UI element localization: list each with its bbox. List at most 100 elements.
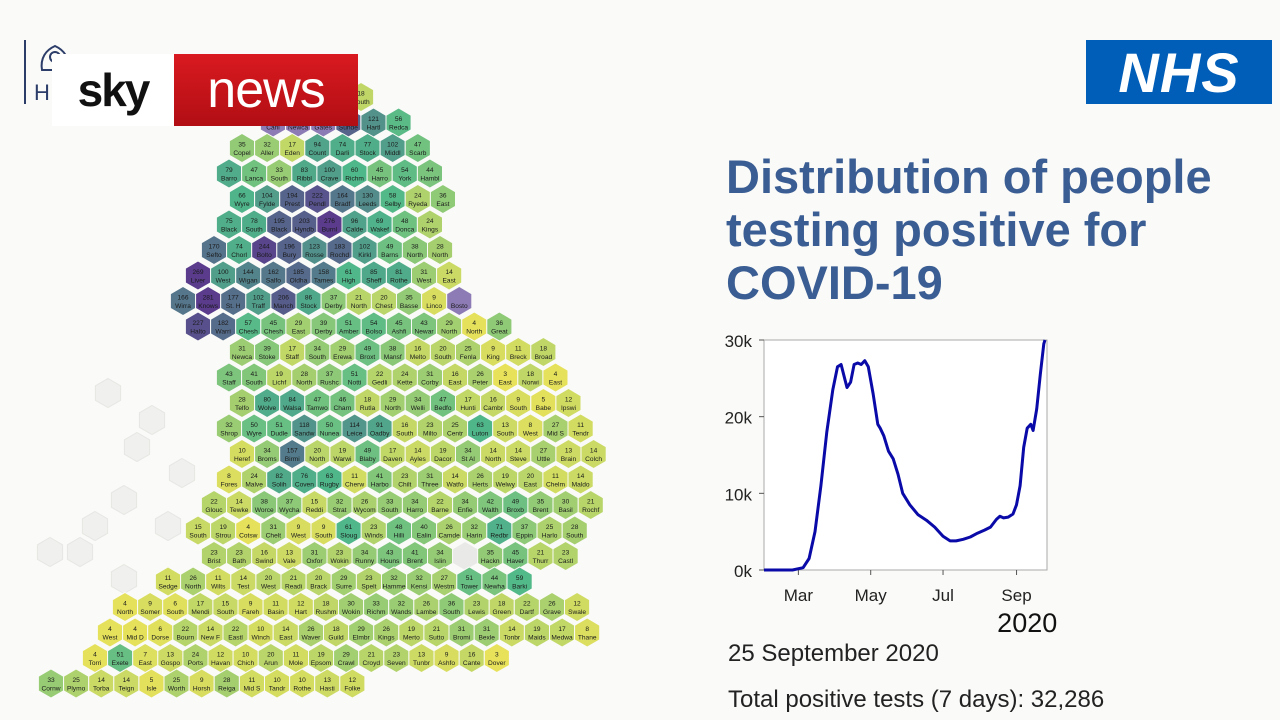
hex-value: 28 <box>436 244 444 251</box>
hex-value: 206 <box>278 295 289 302</box>
hex-area-label: Welwy <box>496 482 516 489</box>
hex-value: 40 <box>420 524 428 531</box>
hex-area-label: North <box>385 405 401 412</box>
hex-cell: 13 South <box>492 413 519 444</box>
hex-value: 24 <box>250 473 258 480</box>
hex-area-label: Cambr <box>483 405 504 412</box>
hex-cell: 51 Dudle <box>266 413 293 444</box>
hex-cell: 40 Ealin <box>411 515 438 546</box>
hex-value: 50 <box>250 422 258 429</box>
hex-cell: 21 Readi <box>280 566 307 597</box>
hex-area-label: Great <box>491 329 508 336</box>
hex-value: 227 <box>192 320 203 327</box>
hex-cell: 162 Salfo <box>260 260 287 291</box>
hex-area-label: West <box>291 533 306 540</box>
hex-shape <box>567 464 594 495</box>
hex-value: 10 <box>273 677 281 684</box>
hex-cell: 26 Herts <box>467 464 494 495</box>
hex-area-label: Grave <box>543 609 561 616</box>
hex-area-label: Uttle <box>537 456 551 463</box>
hex-value: 19 <box>408 626 416 633</box>
hex-area-label: Harlo <box>542 533 558 540</box>
hex-area-label: West <box>216 278 231 285</box>
hex-area-label: Newha <box>484 584 505 591</box>
hex-cell: 14 New F <box>197 617 224 648</box>
hex-area-label: Surre <box>336 584 352 591</box>
hex-value: 21 <box>355 295 363 302</box>
empty-hex <box>123 431 151 463</box>
hex-area-label: Spelt <box>361 584 376 591</box>
hex-area-label: Reiga <box>218 686 236 693</box>
hex-value: 24 <box>401 371 409 378</box>
hex-value: 32 <box>471 524 479 531</box>
hex-value: 36 <box>448 601 456 608</box>
hex-value: 13 <box>324 677 332 684</box>
hex-area-label: Maldo <box>572 482 590 489</box>
hex-value: 9 <box>249 601 253 608</box>
hex-value: 8 <box>227 473 231 480</box>
hex-value: 43 <box>225 371 233 378</box>
hex-area-label: East <box>549 380 562 387</box>
hex-cell: 32 Hamme <box>381 566 408 597</box>
hex-value: 33 <box>372 601 380 608</box>
hex-area-label: Pendl <box>309 201 326 208</box>
hex-area-label: Barro <box>221 176 237 183</box>
hex-value: 31 <box>420 269 428 276</box>
hex-area-label: Wycom <box>354 507 376 514</box>
hex-cell: 31 Corby <box>416 362 443 393</box>
hex-area-label: Houns <box>380 558 400 565</box>
hex-cell: 31 Bromi <box>448 617 475 648</box>
hex-value: 13 <box>167 652 175 659</box>
hex-cell: 32 Harin <box>461 515 488 546</box>
hex-area-label: Hart <box>295 609 308 616</box>
hex-area-label: Basil <box>558 507 573 514</box>
hex-value: 22 <box>376 371 384 378</box>
hex-area-label: South <box>271 176 289 183</box>
hex-area-label: Ipswi <box>561 405 577 412</box>
hex-area-label: South <box>217 609 235 616</box>
hex-area-label: Reddi <box>306 507 324 514</box>
hex-value: 15 <box>311 499 319 506</box>
hex-area-label: Shrop <box>220 431 238 438</box>
empty-hex <box>110 484 138 516</box>
hex-cell: 4 Mid D <box>122 617 149 648</box>
hex-area-label: South <box>510 405 528 412</box>
hex-cell: 28 North <box>291 362 318 393</box>
hex-area-label: Copel <box>233 150 251 157</box>
hex-value: 63 <box>476 422 484 429</box>
hex-area-label: Glouc <box>205 507 223 514</box>
sky-logo-text: sky <box>77 64 151 116</box>
hex-cell: 47 Lanca <box>241 158 268 189</box>
hex-value: 14 <box>123 677 131 684</box>
hex-value: 43 <box>420 320 428 327</box>
hex-area-label: Redca <box>389 125 408 132</box>
hex-cell: 23 Spelt <box>355 566 382 597</box>
hex-area-label: Birmi <box>285 456 301 463</box>
nhs-logo-text: NHS <box>1118 40 1240 104</box>
hex-value: 102 <box>253 295 264 302</box>
hex-cell: 195 Black <box>266 209 293 240</box>
hex-area-label: Rothe <box>293 686 311 693</box>
hex-area-label: Traff <box>252 303 265 310</box>
hex-area-label: Ribbl <box>297 176 313 183</box>
hex-value: 43 <box>386 550 394 557</box>
hex-area-label: Mid S <box>547 431 564 438</box>
hex-value: 281 <box>203 295 214 302</box>
hex-value: 75 <box>225 218 233 225</box>
hex-cell: 5 Isle <box>138 668 165 699</box>
hex-value: 51 <box>276 422 284 429</box>
hex-value: 34 <box>361 550 369 557</box>
hex-cell: 100 West <box>210 260 237 291</box>
hex-area-label: Stock <box>359 150 376 157</box>
hex-area-label: West <box>417 278 432 285</box>
